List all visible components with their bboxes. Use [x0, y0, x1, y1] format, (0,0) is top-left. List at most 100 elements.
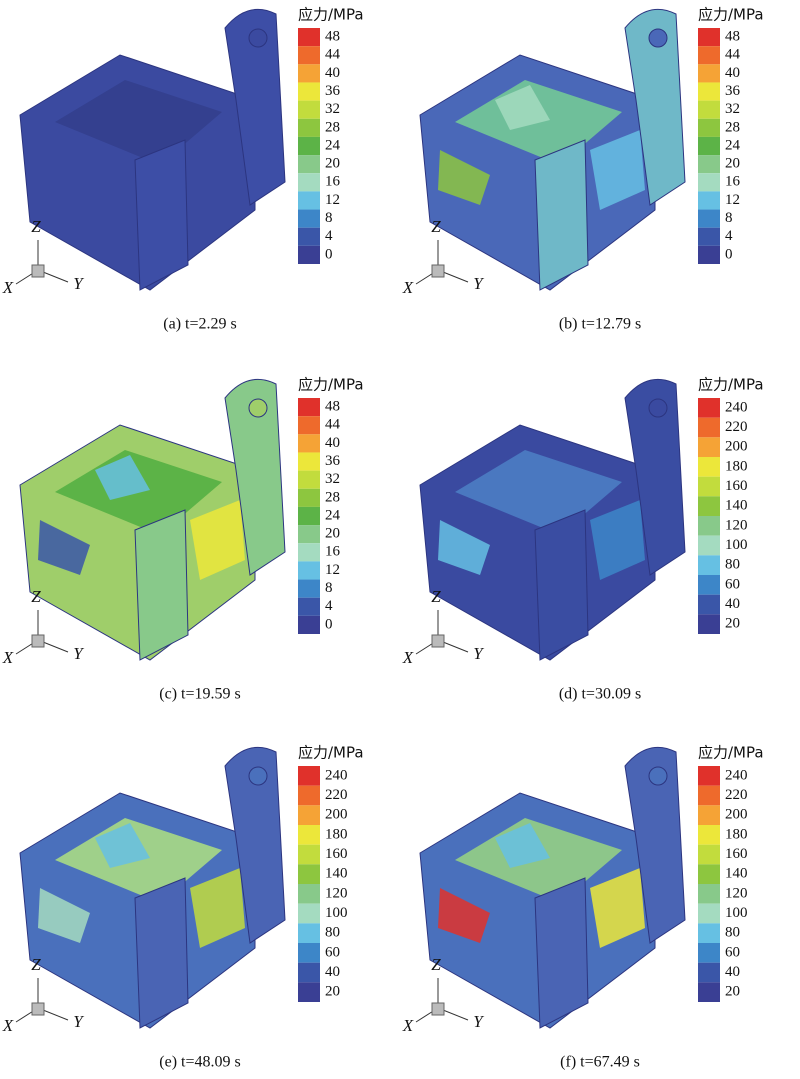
legend-label: 180 — [725, 458, 748, 474]
part-upright — [224, 8, 286, 206]
legend-swatch — [298, 597, 320, 616]
legend-swatch — [298, 155, 320, 174]
legend-swatch — [298, 844, 320, 865]
legend-label: 20 — [325, 156, 340, 172]
legend-swatch — [698, 864, 720, 884]
stress-patch — [38, 520, 90, 575]
triad-cube — [31, 634, 45, 648]
legend-label: 200 — [325, 807, 348, 823]
part-upright — [624, 746, 686, 944]
part-upright — [224, 378, 286, 576]
legend-swatch — [298, 227, 320, 246]
legend-swatch — [298, 884, 320, 904]
legend-swatch — [298, 173, 320, 192]
legend-swatch — [298, 191, 320, 210]
legend-swatch — [698, 903, 720, 924]
stress-patch — [438, 888, 490, 943]
stress-patch — [38, 888, 90, 943]
legend-swatch — [698, 64, 720, 83]
legend-swatch — [298, 488, 320, 507]
legend-swatch — [698, 398, 720, 418]
legend-label: 4 — [325, 228, 333, 244]
legend-label: 24 — [325, 137, 341, 153]
panel: Z X Y 应力/MPa 240 220 200 180 160 140 120 100 80 60 40 2… — [402, 376, 764, 703]
legend-swatch — [698, 844, 720, 865]
caption: (f) t=67.49 s — [560, 1054, 640, 1071]
caption: (b) t=12.79 s — [559, 316, 641, 333]
stress-patch — [95, 455, 150, 500]
legend-label: 40 — [725, 964, 740, 980]
legend-label: 24 — [725, 137, 741, 153]
legend-label: 4 — [325, 598, 333, 614]
legend-swatch — [698, 535, 720, 556]
legend-swatch — [698, 28, 720, 47]
legend-label: 40 — [725, 596, 740, 612]
legend-label: 44 — [325, 417, 341, 433]
legend-label: 100 — [325, 905, 348, 921]
legend-swatch — [298, 64, 320, 83]
legend-title: 应力/MPa — [298, 376, 364, 394]
legend-swatch — [298, 903, 320, 924]
legend-label: 44 — [725, 47, 741, 63]
part-hole — [648, 398, 668, 418]
legend-swatch — [298, 864, 320, 884]
stress-patch — [190, 868, 245, 948]
triad-cube — [431, 264, 445, 278]
legend-label: 32 — [325, 471, 340, 487]
legend-label: 20 — [325, 526, 340, 542]
legend-label: 60 — [325, 944, 340, 960]
legend-swatch — [298, 766, 320, 786]
legend-label: 120 — [725, 517, 748, 533]
legend-swatch — [698, 785, 720, 806]
part-front-plate — [134, 877, 189, 1029]
legend-label: 180 — [725, 826, 748, 842]
legend-swatch — [298, 398, 320, 417]
part-hole — [648, 766, 668, 786]
legend-label: 200 — [725, 807, 748, 823]
legend-swatch — [298, 416, 320, 435]
legend-label: 24 — [325, 507, 341, 523]
legend-label: 80 — [325, 925, 340, 941]
legend-label: 80 — [725, 925, 740, 941]
stress-patch — [438, 150, 490, 205]
stress-patch — [95, 823, 150, 868]
legend-swatch — [298, 962, 320, 983]
legend-label: 40 — [725, 65, 740, 81]
legend-label: 160 — [725, 846, 748, 862]
legend-label: 120 — [725, 885, 748, 901]
legend-swatch — [298, 805, 320, 825]
legend-swatch — [298, 136, 320, 156]
legend-label: 240 — [725, 767, 748, 783]
triad-label: Z — [431, 587, 441, 606]
legend-label: 44 — [325, 47, 341, 63]
legend-swatch — [698, 227, 720, 246]
legend-label: 36 — [725, 83, 741, 99]
legend-swatch — [298, 46, 320, 65]
legend-label: 8 — [325, 210, 333, 226]
legend-label: 20 — [325, 984, 340, 1000]
legend-swatch — [298, 615, 320, 634]
legend-swatch — [698, 118, 720, 137]
legend-label: 60 — [725, 576, 740, 592]
legend-swatch — [698, 417, 720, 438]
triad-cube — [431, 634, 445, 648]
legend-label: 28 — [725, 119, 740, 135]
legend-label: 48 — [325, 399, 340, 415]
legend-label: 180 — [325, 826, 348, 842]
legend-swatch — [698, 805, 720, 825]
legend-swatch — [298, 245, 320, 264]
legend-label: 16 — [325, 544, 341, 560]
legend-label: 32 — [325, 101, 340, 117]
legend-label: 220 — [725, 419, 748, 435]
stress-patch — [590, 500, 645, 580]
triad-label: X — [2, 1016, 14, 1035]
triad-label: Z — [431, 955, 441, 974]
legend-label: 60 — [725, 944, 740, 960]
legend-title: 应力/MPa — [698, 6, 764, 24]
part-front-plate — [534, 139, 589, 291]
legend-swatch — [698, 575, 720, 595]
legend-swatch — [698, 766, 720, 786]
legend-swatch — [698, 943, 720, 963]
